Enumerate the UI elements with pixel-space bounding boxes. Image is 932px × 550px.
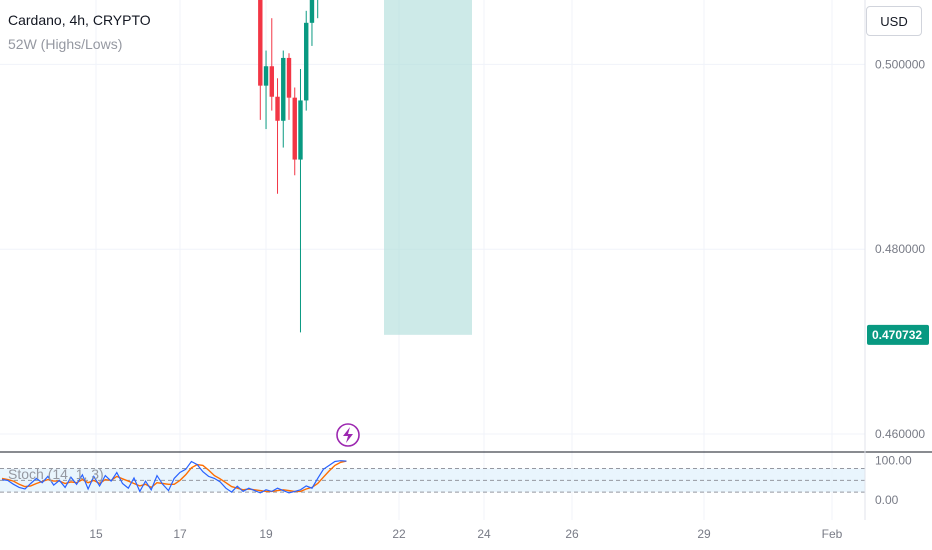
candle-body	[309, 0, 315, 23]
candle-body	[286, 57, 292, 98]
trade-overlays	[384, 0, 472, 335]
take-profit-label	[867, 324, 929, 345]
stoch-tick-label: 100.00	[875, 454, 912, 468]
time-tick-label: Feb	[822, 527, 843, 541]
time-tick-label: 22	[392, 527, 406, 541]
candle-body	[269, 66, 274, 97]
price-labels: 0.5763130.5386820.5278100.51421201:44:25…	[867, 324, 929, 345]
chart-title: Cardano, 4h, CRYPTO	[8, 12, 151, 28]
candle-body	[298, 100, 303, 160]
stoch-tick-label: 0.00	[875, 493, 899, 507]
candle-body	[263, 66, 269, 86]
time-tick-label: 26	[565, 527, 579, 541]
candle-body	[275, 96, 280, 121]
price-tick-label: 0.480000	[875, 242, 925, 256]
stoch-band	[0, 468, 865, 493]
candle-body	[281, 57, 286, 121]
stoch-k-line	[1, 460, 347, 494]
time-tick-label: 15	[89, 527, 103, 541]
indicator-label: 52W (Highs/Lows)	[8, 36, 123, 52]
axes: 0.5800000.5600000.5200000.5000000.480000…	[89, 0, 925, 541]
take-profit-zone	[384, 0, 472, 335]
price-tick-label: 0.500000	[875, 57, 925, 71]
candles	[258, 0, 319, 333]
candle-body	[258, 0, 263, 86]
stoch-label: Stoch (14, 1, 3)	[8, 466, 104, 482]
candle-body	[292, 97, 297, 160]
price-tick-label: 0.460000	[875, 427, 925, 441]
time-tick-label: 24	[477, 527, 491, 541]
lightning-icon[interactable]	[336, 423, 360, 447]
time-tick-label: 29	[697, 527, 711, 541]
currency-button[interactable]: USD	[866, 6, 922, 36]
time-tick-label: 17	[173, 527, 187, 541]
take-profit-value: 0.470732	[872, 328, 922, 342]
candle-body	[304, 22, 309, 101]
time-tick-label: 19	[259, 527, 273, 541]
stoch-panel	[0, 451, 932, 494]
